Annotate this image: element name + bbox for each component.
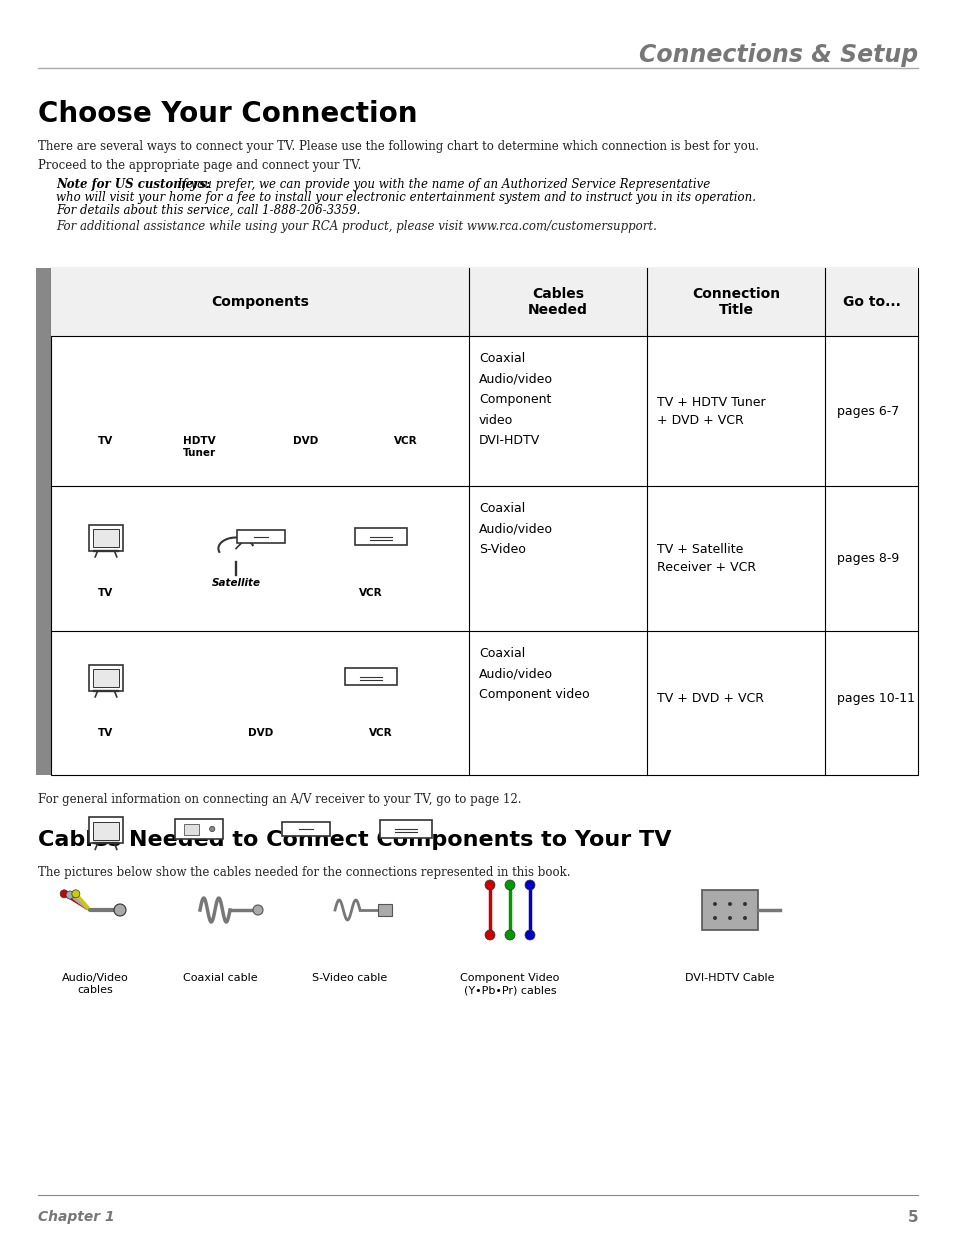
Text: TV + HDTV Tuner
+ DVD + VCR: TV + HDTV Tuner + DVD + VCR	[657, 395, 765, 426]
Text: For details about this service, call 1-888-206-3359.: For details about this service, call 1-8…	[56, 204, 360, 217]
Circle shape	[484, 930, 495, 940]
Text: Coaxial
Audio/video
Component
video
DVI-HDTV: Coaxial Audio/video Component video DVI-…	[478, 352, 553, 447]
Circle shape	[66, 890, 74, 899]
Circle shape	[524, 930, 535, 940]
Bar	[236, 530, 285, 543]
Text: pages 10-11: pages 10-11	[836, 692, 914, 705]
Text: pages 8-9: pages 8-9	[836, 552, 899, 564]
Text: For general information on connecting an A/V receiver to your TV, go to page 12.: For general information on connecting an…	[38, 793, 521, 806]
Text: DVD: DVD	[248, 729, 274, 739]
Text: TV: TV	[98, 589, 113, 599]
Text: Connections & Setup: Connections & Setup	[639, 43, 917, 67]
Bar	[90, 664, 123, 690]
Circle shape	[210, 826, 214, 831]
Text: VCR: VCR	[394, 436, 417, 446]
Circle shape	[742, 916, 746, 920]
Text: TV: TV	[98, 436, 113, 446]
Text: If you prefer, we can provide you with the name of an Authorized Service Represe: If you prefer, we can provide you with t…	[173, 178, 709, 191]
Text: DVI-HDTV Cable: DVI-HDTV Cable	[684, 973, 774, 983]
Bar	[183, 824, 199, 835]
Text: DVD: DVD	[294, 436, 318, 446]
Bar	[92, 821, 119, 840]
Text: Component Video
(Y•Pb•Pr) cables: Component Video (Y•Pb•Pr) cables	[460, 973, 559, 995]
Bar	[36, 268, 51, 776]
Text: Go to...: Go to...	[841, 295, 900, 309]
Circle shape	[71, 889, 80, 898]
Text: Cables Needed to Connect Components to Your TV: Cables Needed to Connect Components to Y…	[38, 830, 671, 850]
Bar	[51, 268, 917, 336]
Text: For additional assistance while using your RCA product, please visit www.rca.com: For additional assistance while using yo…	[56, 220, 657, 233]
Text: pages 6-7: pages 6-7	[836, 405, 899, 417]
Text: Coaxial cable: Coaxial cable	[182, 973, 257, 983]
Text: Connection
Title: Connection Title	[691, 287, 780, 317]
Bar	[701, 890, 758, 930]
Text: VCR: VCR	[369, 729, 393, 739]
Circle shape	[712, 916, 717, 920]
Text: Coaxial
Audio/video
S-Video: Coaxial Audio/video S-Video	[478, 501, 553, 556]
Circle shape	[524, 881, 535, 890]
Text: Audio/Video
cables: Audio/Video cables	[62, 973, 129, 995]
Text: 5: 5	[906, 1209, 917, 1224]
Bar	[344, 668, 397, 685]
Circle shape	[712, 902, 717, 906]
Bar	[92, 669, 119, 688]
Text: There are several ways to connect your TV. Please use the following chart to det: There are several ways to connect your T…	[38, 140, 759, 172]
Circle shape	[727, 916, 731, 920]
Circle shape	[60, 889, 68, 898]
Circle shape	[484, 881, 495, 890]
Circle shape	[504, 881, 515, 890]
Bar	[92, 530, 119, 547]
Text: Chapter 1: Chapter 1	[38, 1210, 114, 1224]
Text: The pictures below show the cables needed for the connections represented in thi: The pictures below show the cables neede…	[38, 866, 570, 879]
Circle shape	[727, 902, 731, 906]
Bar	[174, 819, 223, 839]
Text: TV: TV	[98, 729, 113, 739]
Text: HDTV
Tuner: HDTV Tuner	[182, 436, 215, 458]
Bar	[90, 818, 123, 844]
Text: Note for US customers:: Note for US customers:	[56, 178, 211, 191]
Text: TV + DVD + VCR: TV + DVD + VCR	[657, 692, 763, 705]
Text: Components: Components	[211, 295, 309, 309]
Text: S-Video cable: S-Video cable	[312, 973, 387, 983]
Bar	[281, 823, 330, 836]
Bar	[377, 904, 392, 916]
Text: TV + Satellite
Receiver + VCR: TV + Satellite Receiver + VCR	[657, 543, 756, 574]
Text: who will visit your home for a fee to install your electronic entertainment syst: who will visit your home for a fee to in…	[56, 191, 755, 204]
Circle shape	[504, 930, 515, 940]
Bar	[379, 820, 432, 837]
Circle shape	[742, 902, 746, 906]
Bar	[355, 527, 407, 546]
Text: Satellite: Satellite	[212, 578, 260, 589]
Text: Choose Your Connection: Choose Your Connection	[38, 100, 417, 128]
Circle shape	[113, 904, 126, 916]
Text: Coaxial
Audio/video
Component video: Coaxial Audio/video Component video	[478, 647, 589, 701]
Circle shape	[253, 905, 263, 915]
Bar	[90, 525, 123, 551]
Text: Cables
Needed: Cables Needed	[528, 287, 587, 317]
Bar	[51, 268, 917, 776]
Text: VCR: VCR	[359, 589, 382, 599]
